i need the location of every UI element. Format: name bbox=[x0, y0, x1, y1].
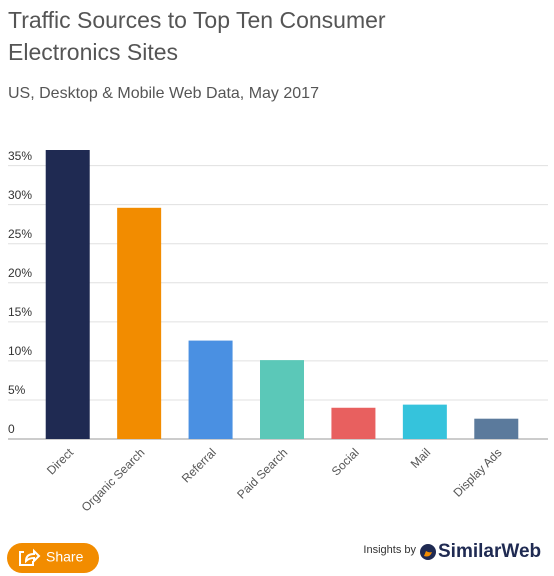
share-icon[interactable] bbox=[19, 548, 41, 566]
bar bbox=[331, 407, 376, 439]
chart-title: Electronics Sites bbox=[8, 39, 178, 65]
y-tick-label: 0 bbox=[8, 422, 15, 436]
y-tick-label: 15% bbox=[8, 305, 32, 319]
bar bbox=[117, 207, 162, 439]
bar bbox=[260, 360, 304, 439]
x-tick-label: Organic Search bbox=[79, 445, 148, 514]
x-tick-label: Referral bbox=[179, 445, 219, 485]
x-tick-label: Social bbox=[329, 445, 362, 478]
bar bbox=[402, 404, 447, 439]
bar bbox=[474, 418, 519, 439]
credit: Insights by bbox=[363, 544, 416, 556]
share-label[interactable]: Share bbox=[46, 549, 84, 565]
brand-logo-swoosh bbox=[424, 551, 432, 557]
share-button[interactable]: Share bbox=[7, 543, 99, 573]
x-tick-label: Mail bbox=[408, 445, 433, 470]
x-tick-label: Paid Search bbox=[234, 445, 290, 501]
bar bbox=[188, 340, 233, 439]
chart-title: Traffic Sources to Top Ten Consumer bbox=[8, 7, 386, 33]
y-tick-label: 35% bbox=[8, 149, 32, 163]
brand: SimilarWeb bbox=[438, 541, 541, 562]
x-tick-label: Display Ads bbox=[450, 445, 504, 499]
x-tick-label: Direct bbox=[44, 445, 77, 478]
y-tick-label: 5% bbox=[8, 383, 26, 397]
y-tick-label: 10% bbox=[8, 344, 32, 358]
y-tick-label: 20% bbox=[8, 266, 32, 280]
y-tick-label: 30% bbox=[8, 188, 32, 202]
chart-subtitle: US, Desktop & Mobile Web Data, May 2017 bbox=[8, 85, 319, 102]
bar bbox=[45, 150, 90, 439]
y-tick-label: 25% bbox=[8, 227, 32, 241]
